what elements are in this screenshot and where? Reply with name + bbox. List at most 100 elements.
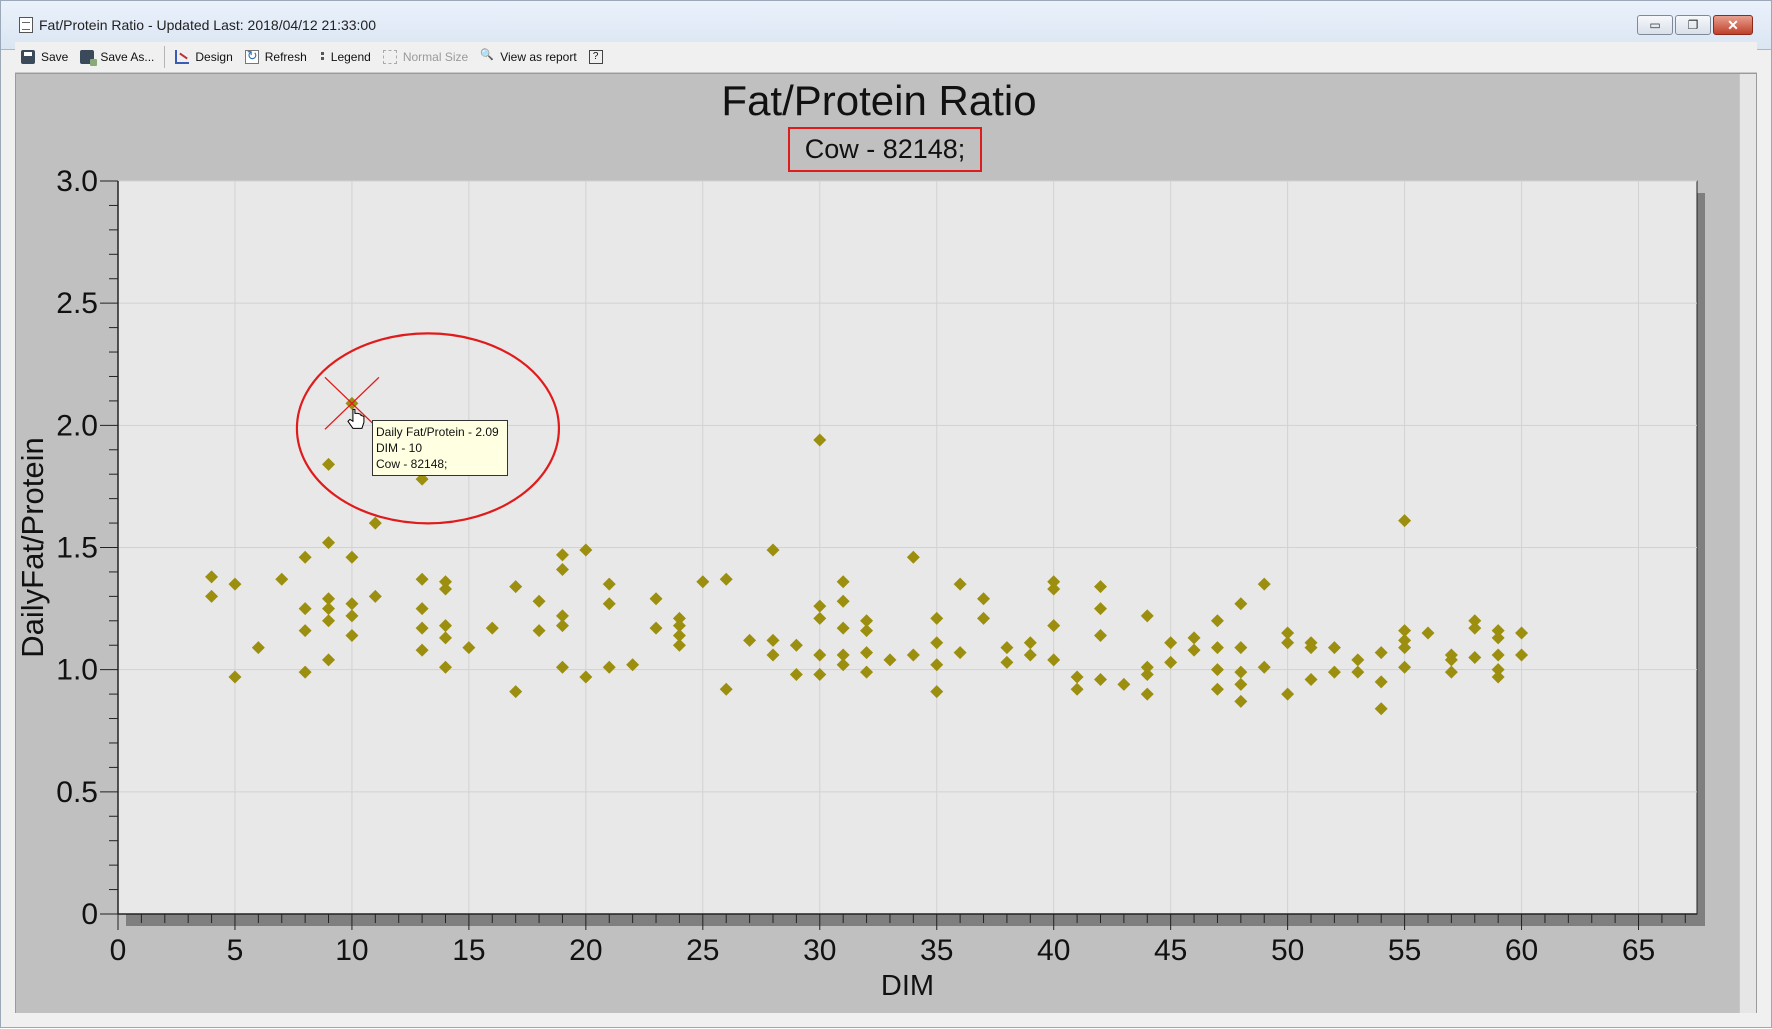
data-point (322, 602, 336, 616)
x-tick-label: 15 (452, 934, 485, 967)
y-axis-title: DailyFat/Protein (15, 437, 50, 658)
data-point (579, 543, 593, 557)
data-point (555, 619, 569, 633)
data-point (1304, 672, 1318, 686)
save-label: Save (41, 50, 69, 64)
y-tick-label: 0.5 (56, 776, 98, 809)
data-point (1234, 641, 1248, 655)
data-point (532, 594, 546, 608)
data-point (1491, 631, 1505, 645)
data-point (1234, 694, 1248, 708)
x-tick-label: 45 (1154, 934, 1187, 967)
data-point (1070, 682, 1084, 696)
x-tick-label: 60 (1505, 934, 1538, 967)
data-point (1468, 614, 1482, 628)
refresh-button[interactable]: Refresh (239, 45, 313, 69)
design-label: Design (195, 50, 233, 64)
data-point (438, 582, 452, 596)
data-point (1187, 643, 1201, 657)
data-point (1210, 614, 1224, 628)
point-tooltip: Daily Fat/Protein - 2.09 DIM - 10 Cow - … (372, 420, 508, 476)
data-point (1515, 626, 1529, 640)
data-point (930, 636, 944, 650)
y-tick-label: 0 (81, 898, 98, 931)
data-point (1374, 702, 1388, 716)
view-as-report-button[interactable]: View as report (474, 45, 582, 69)
data-point (228, 670, 242, 684)
selection-cross (324, 376, 380, 430)
minimize-button[interactable]: ▭ (1637, 15, 1673, 35)
data-point (298, 624, 312, 638)
data-point (1047, 582, 1061, 596)
normal-size-button[interactable]: Normal Size (377, 45, 474, 69)
data-point (1468, 650, 1482, 664)
data-point (415, 643, 429, 657)
data-point (322, 592, 336, 606)
help-button[interactable]: ? (583, 45, 615, 69)
design-button[interactable]: Design (169, 45, 238, 69)
x-tick-label: 25 (686, 934, 719, 967)
vertical-scrollbar[interactable] (1739, 74, 1756, 1015)
data-point (345, 550, 359, 564)
data-point (602, 660, 616, 674)
data-point (953, 646, 967, 660)
data-point (1374, 646, 1388, 660)
data-point (1187, 631, 1201, 645)
data-point (555, 609, 569, 623)
data-point (766, 633, 780, 647)
data-point (1164, 636, 1178, 650)
hand-cursor-icon (347, 408, 365, 429)
data-point (672, 638, 686, 652)
legend-button[interactable]: Legend (313, 45, 377, 69)
data-point (836, 658, 850, 672)
data-point (766, 543, 780, 557)
data-point (930, 685, 944, 699)
data-point (1093, 602, 1107, 616)
data-point (251, 641, 265, 655)
data-point (602, 597, 616, 611)
data-point (1444, 653, 1458, 667)
data-point (836, 648, 850, 662)
data-point (743, 633, 757, 647)
data-point (1351, 653, 1365, 667)
data-point (1210, 641, 1224, 655)
data-point (860, 624, 874, 638)
data-point (1234, 665, 1248, 679)
save-button[interactable]: Save (15, 45, 74, 69)
data-point (813, 611, 827, 625)
data-point (1304, 641, 1318, 655)
data-point (860, 665, 874, 679)
data-point (626, 658, 640, 672)
data-point (509, 685, 523, 699)
data-point (1140, 668, 1154, 682)
data-point (649, 621, 663, 635)
restore-button[interactable]: ❐ (1675, 15, 1711, 35)
window-controls: ▭ ❐ ✕ (1637, 15, 1753, 35)
chart-subtitle-text: Cow - 82148; (804, 134, 966, 164)
data-point (1491, 624, 1505, 638)
data-point (906, 550, 920, 564)
window-title: Fat/Protein Ratio - Updated Last: 2018/0… (39, 17, 377, 33)
toolbar: Save Save As... Design Refresh Legend No… (15, 42, 1757, 73)
data-point (813, 668, 827, 682)
data-point (1047, 575, 1061, 589)
x-tick-label: 50 (1271, 934, 1304, 967)
save-as-button[interactable]: Save As... (74, 45, 160, 69)
data-point (322, 614, 336, 628)
data-point (836, 621, 850, 635)
save-icon (21, 50, 35, 64)
help-icon: ? (588, 50, 603, 64)
data-point (1000, 655, 1014, 669)
close-button[interactable]: ✕ (1713, 15, 1753, 35)
data-point (1421, 626, 1435, 640)
data-point (298, 602, 312, 616)
data-point (813, 648, 827, 662)
data-point (1210, 663, 1224, 677)
data-point (1281, 636, 1295, 650)
data-point (555, 660, 569, 674)
view-as-report-label: View as report (500, 50, 577, 64)
data-point (1398, 624, 1412, 638)
data-point (275, 572, 289, 586)
